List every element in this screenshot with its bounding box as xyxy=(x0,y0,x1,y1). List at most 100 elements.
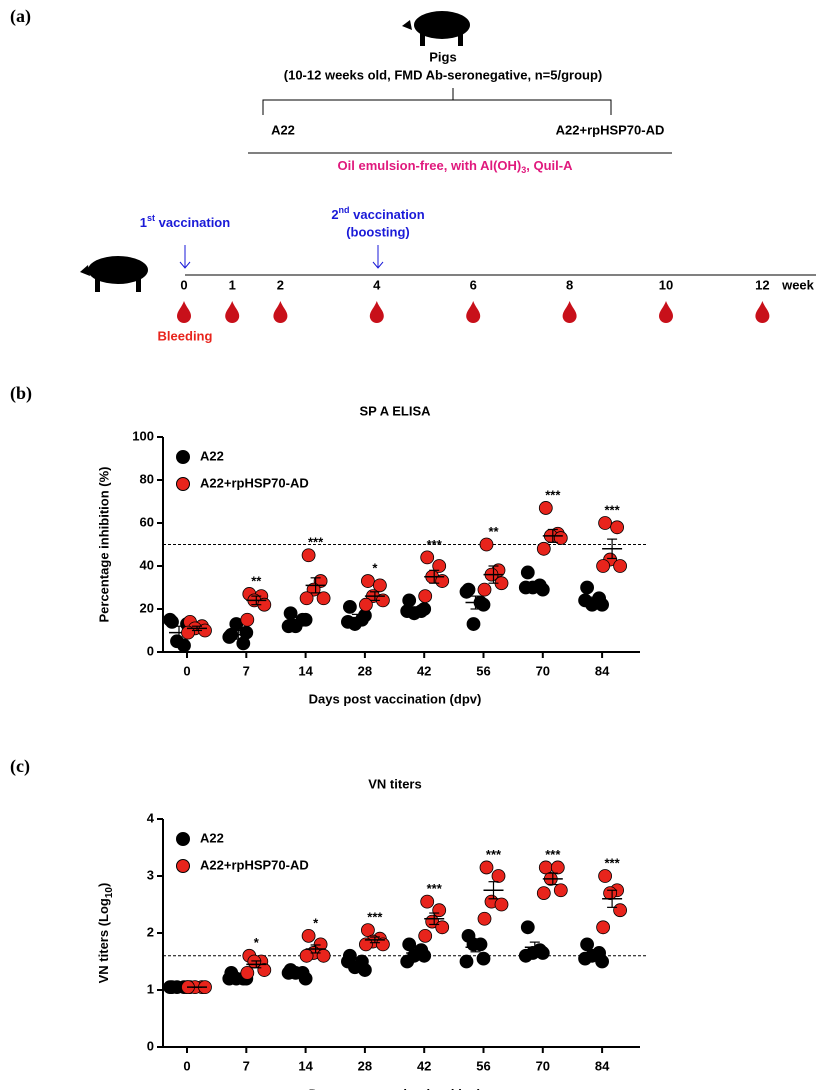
adj-text: Oil emulsion-free, with Al(OH) xyxy=(338,158,522,173)
week-label: 12 xyxy=(755,277,769,292)
adjuvant: Oil emulsion-free, with Al(OH)3, Quil-A xyxy=(338,158,574,175)
week-label: 6 xyxy=(470,277,477,292)
panel-label: (c) xyxy=(10,756,30,777)
significance: *** xyxy=(545,847,561,862)
adj-sub: 3 xyxy=(521,165,526,175)
legend-label: A22+rpHSP70-AD xyxy=(200,857,309,872)
vac-num: 2 xyxy=(331,207,338,222)
data-point xyxy=(316,948,331,963)
week-label: 4 xyxy=(373,277,381,292)
bracket xyxy=(262,88,612,115)
y-tick-label: 20 xyxy=(140,600,154,615)
data-point xyxy=(222,630,237,644)
significance: *** xyxy=(367,910,383,925)
data-point xyxy=(477,582,492,597)
x-tick-label: 70 xyxy=(536,1058,550,1073)
data-point xyxy=(535,582,550,597)
legend-marker xyxy=(176,859,190,873)
x-tick-label: 84 xyxy=(595,1058,610,1073)
y-tick-label: 0 xyxy=(147,1038,154,1053)
significance: * xyxy=(372,560,378,575)
week-label: 8 xyxy=(566,277,573,292)
data-point xyxy=(466,937,481,952)
data-point xyxy=(596,920,610,935)
legend-label: A22 xyxy=(200,448,224,463)
data-point xyxy=(479,537,494,552)
y-tick-label: 0 xyxy=(147,643,154,658)
significance: *** xyxy=(486,847,502,862)
legend-label: A22 xyxy=(200,830,224,845)
x-tick-label: 7 xyxy=(243,1058,250,1073)
data-point xyxy=(580,580,594,595)
data-point xyxy=(181,625,195,640)
data-point xyxy=(360,574,375,588)
group-label: A22 xyxy=(271,122,295,137)
adj-text: , Quil-A xyxy=(526,158,573,173)
blood-drop xyxy=(562,301,577,324)
data-point xyxy=(163,612,177,627)
chart-title: VN titers xyxy=(368,776,421,791)
data-point xyxy=(518,948,533,963)
data-point xyxy=(299,591,314,606)
week-unit: week xyxy=(781,277,815,292)
pig-top xyxy=(402,11,470,46)
x-axis-label: Days post vaccination (dpv) xyxy=(309,691,482,706)
data-point xyxy=(536,886,551,900)
blood-drop xyxy=(225,301,240,324)
y-tick-label: 100 xyxy=(132,428,154,443)
week-label: 2 xyxy=(277,277,284,292)
x-tick-label: 28 xyxy=(358,1058,372,1073)
x-tick-label: 14 xyxy=(298,663,313,678)
week-label: 10 xyxy=(659,277,673,292)
data-point xyxy=(301,548,316,563)
arrows xyxy=(179,245,384,269)
x-tick-label: 28 xyxy=(358,663,372,678)
data-point xyxy=(459,954,474,969)
data-point xyxy=(240,612,255,627)
y-tick-label: 2 xyxy=(147,924,154,939)
data-point xyxy=(375,937,390,952)
x-tick-label: 84 xyxy=(595,663,610,678)
chart-title: SP A ELISA xyxy=(359,403,431,418)
panel-label: (a) xyxy=(10,6,31,27)
y-axis-label: VN titers (Log10) xyxy=(96,883,114,984)
y-tick-label: 80 xyxy=(140,471,154,486)
significance: *** xyxy=(605,502,621,517)
data-point xyxy=(479,860,494,875)
y-tick-label: 3 xyxy=(147,867,154,882)
data-point xyxy=(400,954,415,969)
data-point xyxy=(402,937,417,952)
data-point xyxy=(476,951,491,966)
significance: *** xyxy=(427,537,443,552)
data-point xyxy=(598,516,612,530)
data-point xyxy=(360,923,375,938)
vaccination-1: 1st vaccination xyxy=(140,213,230,230)
data-point xyxy=(358,937,373,952)
vac-sup: nd xyxy=(339,205,350,215)
significance: * xyxy=(254,935,260,950)
panel-label: (b) xyxy=(10,383,32,404)
x-tick-label: 14 xyxy=(298,1058,313,1073)
data-point xyxy=(477,911,492,926)
data-point xyxy=(418,928,433,943)
data-point xyxy=(520,565,535,580)
data-point xyxy=(603,886,617,900)
data-point xyxy=(301,928,316,943)
data-point xyxy=(595,597,609,612)
y-tick-label: 60 xyxy=(140,514,154,529)
x-tick-label: 0 xyxy=(183,663,190,678)
blood-drop xyxy=(659,301,673,323)
data-point xyxy=(550,860,565,875)
data-point xyxy=(420,550,435,565)
blood-drop xyxy=(369,301,384,324)
data-point xyxy=(420,894,435,909)
data-point xyxy=(342,599,357,614)
x-tick-label: 70 xyxy=(536,663,550,678)
data-point xyxy=(435,574,450,588)
data-point xyxy=(316,591,331,606)
data-point xyxy=(459,584,474,599)
x-tick-label: 7 xyxy=(243,663,250,678)
data-point xyxy=(613,559,627,573)
data-point xyxy=(520,920,535,935)
data-point xyxy=(536,541,551,556)
